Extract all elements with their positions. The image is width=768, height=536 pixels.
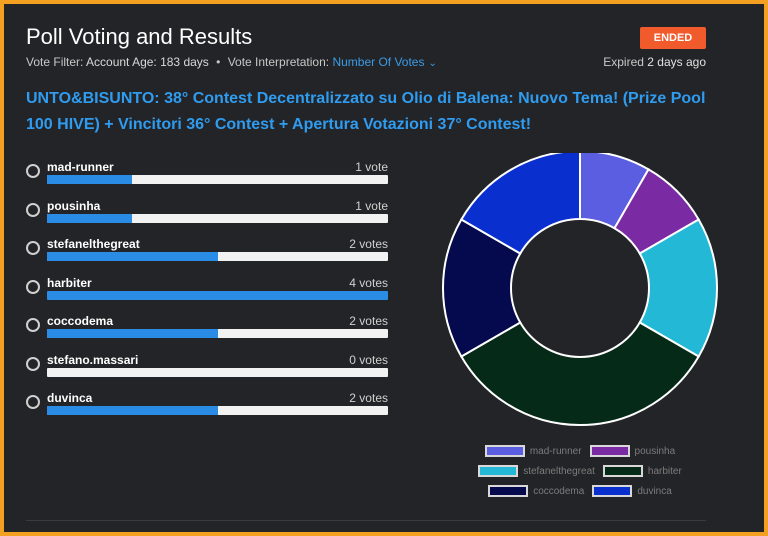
option-votes: 1 vote (355, 198, 388, 213)
vote-bar (47, 290, 388, 300)
legend-swatch (484, 445, 525, 457)
expiry-info: Expired 2 days ago (603, 55, 706, 69)
option-name: duvinca (47, 391, 93, 405)
radio-button[interactable] (26, 395, 40, 409)
poll-option[interactable]: coccodema 2 votes (26, 312, 388, 351)
option-votes: 4 votes (349, 275, 388, 290)
chart-legend: mad-runner pousinha stefanelthegreat harbit… (430, 441, 730, 501)
vote-bar-fill (47, 252, 218, 261)
option-name: harbiter (47, 275, 92, 290)
legend-label: harbiter (647, 465, 682, 477)
radio-button[interactable] (26, 318, 40, 332)
poll-question[interactable]: UNTO&BISUNTO: 38° Contest Decentralizzat… (26, 90, 706, 133)
option-votes: 2 votes (349, 237, 388, 251)
interpretation-label: Vote Interpretation: (227, 55, 330, 69)
chevron-down-icon[interactable]: ⌄ (428, 58, 437, 69)
poll-panel: Poll Voting and Results Vote Filter: Acc… (10, 8, 754, 530)
legend-item[interactable]: mad-runner (484, 445, 582, 457)
divider (26, 520, 706, 521)
option-votes: 1 vote (355, 160, 388, 174)
option-votes: 0 votes (349, 352, 388, 367)
poll-option[interactable]: mad-runner 1 vote (26, 158, 388, 197)
option-name: stefano.massari (47, 352, 139, 367)
vote-bar (47, 213, 388, 223)
vote-filters: Vote Filter: Account Age: 183 days • Vot… (26, 55, 437, 69)
legend-swatch (488, 485, 529, 497)
legend-swatch (592, 485, 633, 497)
vote-bar-fill (47, 329, 218, 338)
poll-option[interactable]: harbiter 4 votes (26, 274, 388, 313)
legend-label: duvinca (637, 485, 672, 497)
poll-options: mad-runner 1 vote pousinha 1 vote stefanelth… (26, 158, 388, 428)
page-title: Poll Voting and Results (26, 24, 253, 49)
donut-chart (442, 153, 718, 426)
option-name: mad-runner (47, 160, 114, 174)
vote-bar (47, 367, 388, 377)
separator-dot: • (216, 55, 221, 69)
option-name: coccodema (47, 314, 114, 328)
filter-label: Vote Filter: (26, 55, 84, 69)
pie-slice-harbiter[interactable] (459, 321, 701, 426)
legend-item[interactable]: stefanelthegreat (478, 465, 595, 477)
interpretation-dropdown[interactable]: Number Of Votes (332, 55, 425, 69)
filter-value: Account Age: 183 days (86, 55, 209, 69)
radio-button[interactable] (26, 202, 40, 217)
pie-slice-duvinca[interactable] (459, 153, 581, 255)
radio-button[interactable] (26, 356, 40, 371)
expired-value: 2 days ago (647, 55, 706, 69)
vote-bar (47, 175, 388, 184)
legend-item[interactable]: coccodema (488, 485, 584, 497)
poll-option[interactable]: pousinha 1 vote (26, 197, 388, 236)
legend-row: coccodema duvinca (430, 481, 730, 501)
option-votes: 2 votes (349, 391, 388, 405)
legend-swatch (602, 465, 643, 477)
legend-label: coccodema (533, 485, 585, 497)
option-name: stefanelthegreat (47, 237, 140, 251)
poll-option[interactable]: stefanelthegreat 2 votes (26, 235, 388, 274)
poll-option[interactable]: stefano.massari 0 votes (26, 351, 388, 390)
vote-bar (47, 406, 388, 415)
legend-label: stefanelthegreat (523, 465, 595, 477)
option-votes: 2 votes (349, 314, 388, 328)
legend-item[interactable]: pousinha (589, 445, 676, 457)
vote-bar-fill (47, 406, 218, 415)
poll-option[interactable]: duvinca 2 votes (26, 389, 388, 428)
vote-bar (47, 252, 388, 261)
legend-item[interactable]: duvinca (592, 485, 672, 497)
legend-swatch (478, 465, 519, 477)
vote-bar (47, 329, 388, 338)
radio-button[interactable] (26, 241, 40, 255)
legend-label: pousinha (634, 445, 676, 457)
status-badge: ENDED (640, 27, 706, 49)
legend-row: stefanelthegreat harbiter (430, 461, 730, 481)
legend-label: mad-runner (529, 445, 582, 457)
vote-bar-fill (47, 175, 133, 184)
radio-button[interactable] (26, 164, 40, 178)
expired-prefix: Expired (603, 55, 644, 69)
option-name: pousinha (47, 198, 101, 213)
legend-row: mad-runner pousinha (430, 441, 730, 461)
radio-button[interactable] (26, 279, 40, 294)
vote-bar-fill (47, 213, 133, 223)
legend-swatch (589, 445, 630, 457)
vote-bar-fill (47, 290, 388, 300)
legend-item[interactable]: harbiter (602, 465, 682, 477)
